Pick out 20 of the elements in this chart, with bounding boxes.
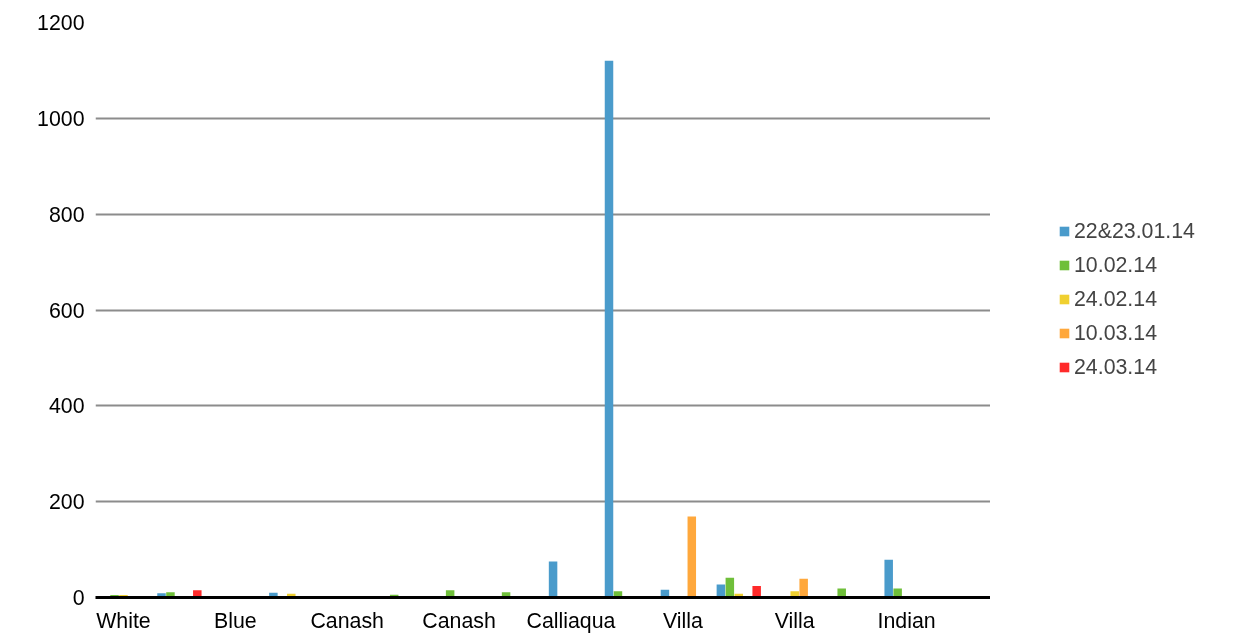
x-tick-label: Villa	[662, 608, 703, 633]
x-tick-label: White	[96, 608, 151, 633]
y-tick-label: 1200	[37, 11, 85, 35]
y-tick-label: 200	[48, 490, 85, 515]
legend-label: 24.03.14	[1074, 353, 1158, 381]
y-tick-label: 600	[48, 298, 85, 323]
legend-label: 24.02.14	[1074, 285, 1158, 313]
x-tick-label: Blue	[214, 608, 257, 633]
x-tick-label: Calliaqua	[526, 608, 616, 633]
legend-label: 10.03.14	[1074, 319, 1158, 347]
x-tick-label: Villa	[774, 608, 815, 633]
legend-label: 10.02.14	[1074, 251, 1158, 279]
y-tick-label: 1000	[37, 106, 85, 131]
x-tick-label: Canash	[422, 608, 496, 633]
y-tick-label: 800	[48, 202, 85, 227]
x-tick-label: Canash	[310, 608, 384, 633]
y-tick-label: 0	[72, 586, 85, 610]
y-tick-label: 400	[48, 394, 85, 419]
legend-label: 22&23.01.14	[1074, 217, 1195, 245]
x-tick-label: Indian	[877, 608, 936, 633]
